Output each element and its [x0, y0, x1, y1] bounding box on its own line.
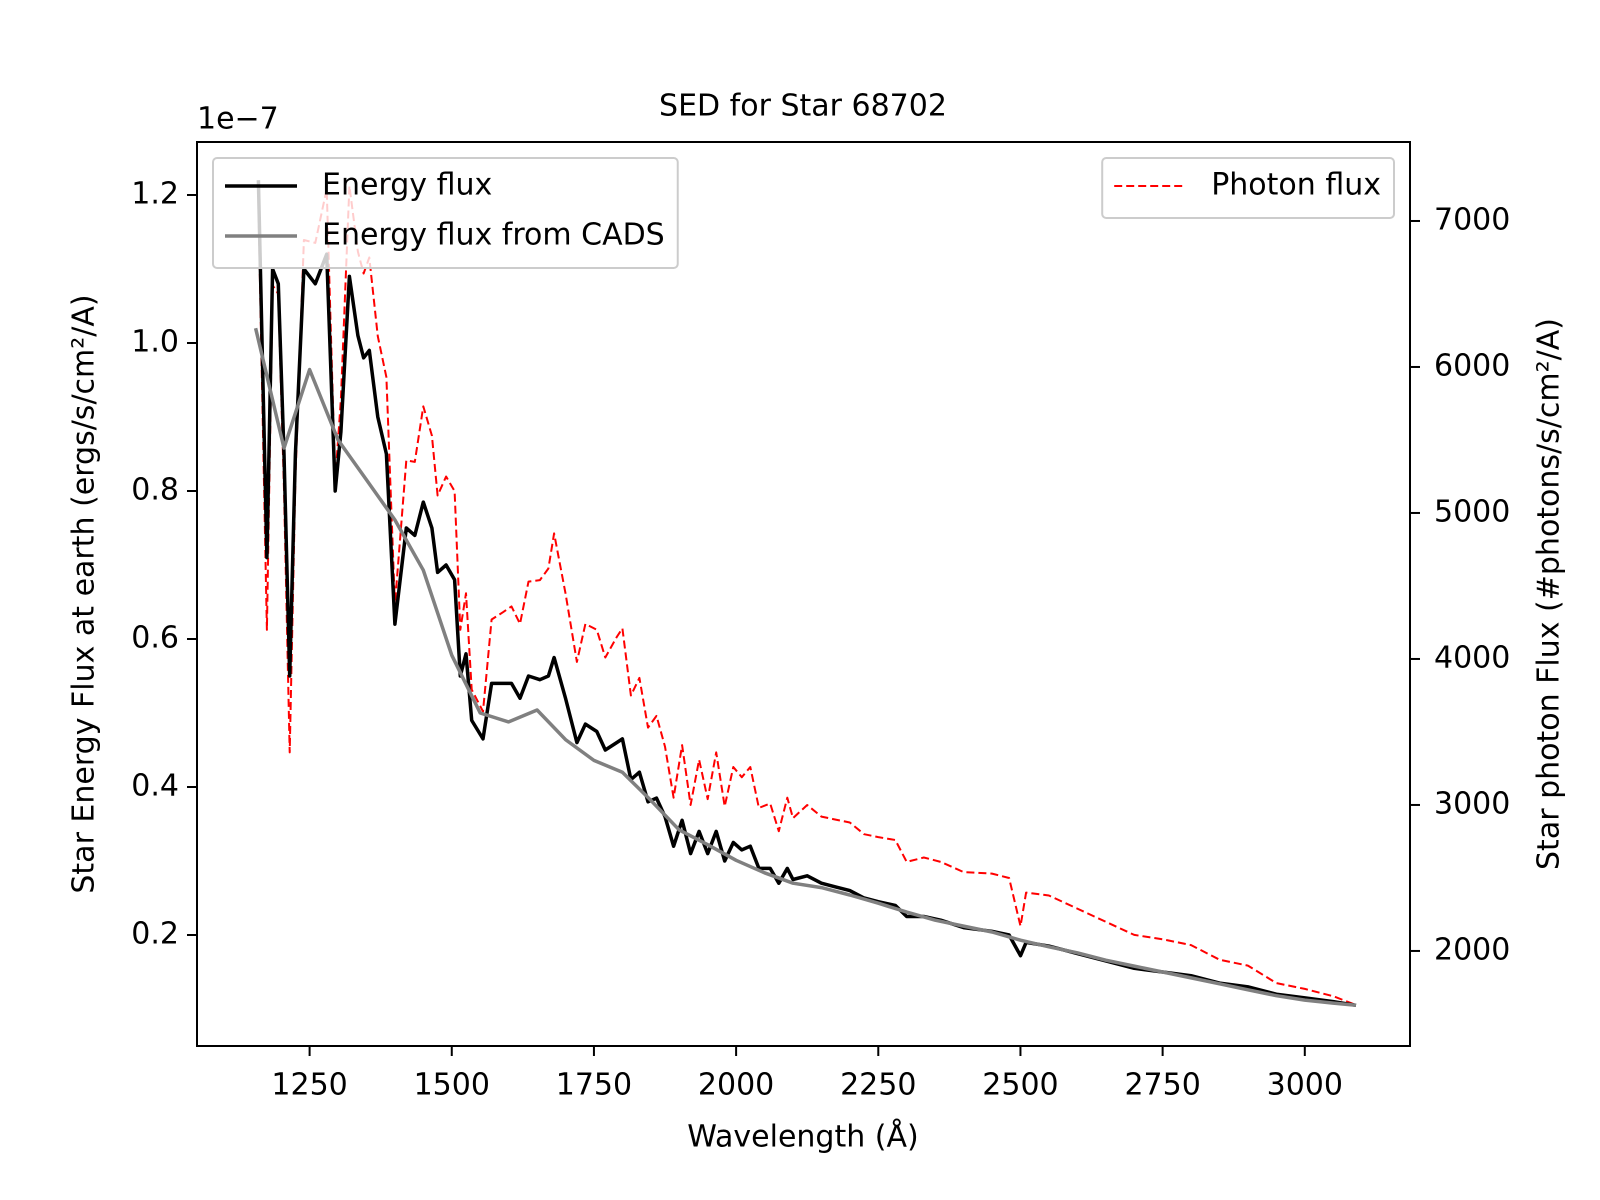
x-tick-label: 2000	[698, 1068, 774, 1103]
y-tick-label: 0.2	[131, 916, 179, 951]
y2-tick-label: 3000	[1434, 786, 1510, 821]
y-tick-label: 1.2	[131, 176, 179, 211]
chart-title: SED for Star 68702	[659, 89, 947, 124]
legend: Photon flux	[1101, 157, 1395, 219]
x-tick-label: 1500	[414, 1068, 490, 1103]
x-tick-label: 2500	[982, 1068, 1058, 1103]
y-tick-label: 0.8	[131, 472, 179, 507]
y2-tick-label: 6000	[1434, 348, 1510, 383]
x-tick-label: 2750	[1124, 1068, 1200, 1103]
legend-box	[212, 157, 679, 269]
y2-tick-label: 7000	[1434, 202, 1510, 237]
legend-box	[1101, 157, 1395, 219]
y2-tick-label: 5000	[1434, 494, 1510, 529]
y-tick-label: 0.6	[131, 620, 179, 655]
plot-frame	[196, 141, 1411, 1047]
x-axis-label: Wavelength (Å)	[687, 1119, 918, 1155]
x-tick-label: 1250	[271, 1068, 347, 1103]
y2-axis-label: Star photon Flux (#photons/s/cm²/A)	[1532, 318, 1567, 870]
x-tick-label: 2250	[840, 1068, 916, 1103]
y2-tick-label: 4000	[1434, 640, 1510, 675]
x-tick-label: 3000	[1267, 1068, 1343, 1103]
legend: Energy flux Energy flux from CADS	[212, 157, 679, 269]
y2-tick-label: 2000	[1434, 932, 1510, 967]
legend-label: Energy flux from CADS	[322, 218, 665, 253]
legend-label: Energy flux	[322, 168, 492, 203]
legend-label: Photon flux	[1211, 168, 1381, 203]
y-axis-label: Star Energy Flux at earth (ergs/s/cm²/A)	[67, 294, 102, 893]
y-tick-label: 1.0	[131, 324, 179, 359]
x-tick-label: 1750	[556, 1068, 632, 1103]
y-offset-label: 1e−7	[197, 102, 279, 137]
data-line	[257, 184, 1357, 1006]
data-line	[253, 327, 1357, 1008]
y-tick-label: 0.4	[131, 768, 179, 803]
